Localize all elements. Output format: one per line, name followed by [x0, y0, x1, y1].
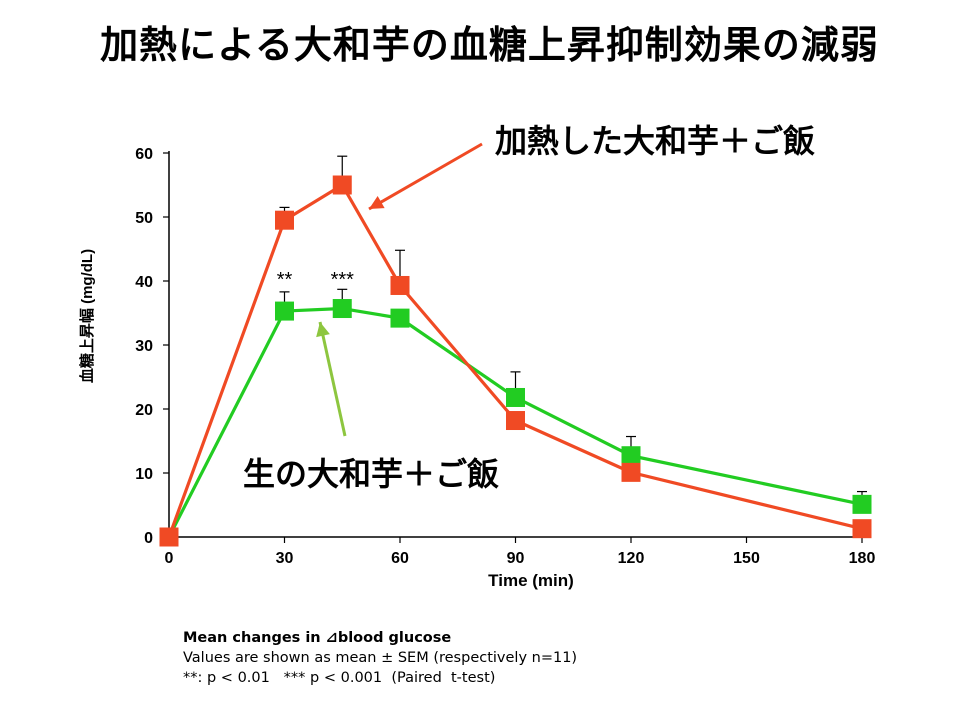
- x-tick-label: 90: [507, 550, 525, 567]
- data-point: [506, 387, 525, 407]
- note-line-1: Mean changes in ⊿blood glucose: [183, 630, 452, 646]
- data-point: [390, 275, 410, 295]
- y-tick-label: 20: [135, 402, 153, 419]
- arrow-raw-head: [316, 322, 330, 338]
- y-tick-label: 0: [144, 530, 153, 547]
- x-tick-label: 30: [276, 550, 294, 567]
- y-axis-label: 血糖上昇幅 (mg/dL): [78, 249, 96, 383]
- page-title: 加熱による大和芋の血糖上昇抑制効果の減弱: [100, 23, 879, 67]
- x-tick-label: 150: [733, 550, 760, 567]
- data-point: [332, 175, 352, 195]
- legend-heated-label: 加熱した大和芋＋ご飯: [495, 122, 815, 160]
- series-heated: [159, 155, 872, 547]
- note-line-3: **: p < 0.01 *** p < 0.001 (Paired t-tes…: [183, 670, 496, 686]
- x-tick-label: 180: [849, 550, 876, 567]
- x-tick-label: 120: [618, 550, 645, 567]
- data-point: [159, 527, 179, 547]
- data-point: [621, 462, 641, 482]
- y-tick-label: 30: [135, 338, 153, 355]
- arrow-heated: [368, 142, 483, 211]
- data-point: [852, 519, 872, 539]
- arrow-heated-head: [369, 195, 385, 209]
- x-tick-label: 60: [391, 550, 409, 567]
- chart-notes: Mean changes in ⊿blood glucose Values ar…: [183, 628, 577, 688]
- arrow-raw: [318, 321, 347, 437]
- y-tick-label: 50: [135, 210, 153, 227]
- note-line-2: Values are shown as mean ± SEM (respecti…: [183, 650, 578, 666]
- data-point: [852, 494, 872, 514]
- series-layer: [159, 155, 872, 547]
- y-tick-label: 60: [135, 146, 153, 163]
- legend-raw-label: 生の大和芋＋ご飯: [243, 455, 499, 493]
- chart-axes: 0 10 20 30 40 50 60 0 30 60 90 120 150 180 Time (min) 血…: [78, 146, 875, 590]
- data-point: [506, 411, 525, 431]
- data-point: [275, 301, 294, 321]
- x-axis-label: Time (min): [488, 571, 574, 590]
- significance-marker: ***: [331, 269, 355, 291]
- data-point: [332, 299, 352, 319]
- data-point: [275, 210, 294, 230]
- data-point: [390, 308, 410, 328]
- x-tick-label: 0: [165, 550, 174, 567]
- y-tick-label: 10: [135, 466, 153, 483]
- y-tick-label: 40: [135, 274, 153, 291]
- significance-marker: **: [277, 269, 293, 291]
- data-point: [621, 446, 641, 466]
